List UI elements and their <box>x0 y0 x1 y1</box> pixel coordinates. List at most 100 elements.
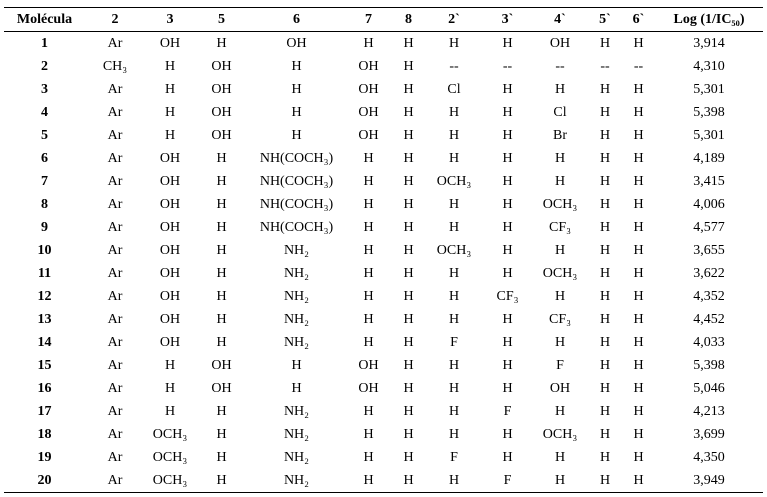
table-cell: H <box>216 288 227 304</box>
table-cell: H <box>633 242 644 258</box>
table-cell: H <box>502 81 513 97</box>
table-header: Molécula 2 3 5 6 7 8 2` 3` 4` 5` 6` Log (1/IC₅₀) <box>4 7 763 32</box>
table-cell: 5,046 <box>693 380 725 396</box>
table-cell: H <box>403 173 414 189</box>
table-cell: 4,006 <box>693 196 725 212</box>
table-cell: H <box>599 219 611 235</box>
table-cell: H <box>164 81 176 97</box>
table-cell: H <box>633 426 644 442</box>
table-cell: H <box>216 472 227 488</box>
table-cell: OH <box>159 219 181 235</box>
header-cell: Log (1/IC₅₀) <box>673 11 745 27</box>
table-cell: H <box>363 150 374 166</box>
page: Molécula 2 3 5 6 7 8 2` 3` 4` 5` 6` Log (1/IC₅₀) 1 Ar… <box>4 7 763 493</box>
table-cell: H <box>502 242 513 258</box>
table-cell: H <box>599 472 611 488</box>
table-cell: H <box>599 127 611 143</box>
table-cell: Ar <box>107 288 123 304</box>
table-cell: H <box>363 472 374 488</box>
table-cell: H <box>216 196 227 212</box>
table-cell: H <box>599 403 611 419</box>
table-row: 19 Ar OCH₃ H NH₂ H H F H H H H 4,350 <box>4 446 763 469</box>
molecule-id: 11 <box>37 265 52 281</box>
table-cell: H <box>403 311 414 327</box>
table-cell: Ar <box>107 150 123 166</box>
table-cell: OH <box>211 81 232 97</box>
table-cell: OH <box>159 196 181 212</box>
table-cell: H <box>554 150 566 166</box>
table-cell: NH(COCH₃) <box>259 196 334 212</box>
table-cell: OH <box>211 104 232 120</box>
table-cell: H <box>633 380 644 396</box>
table-row: 16 Ar H OH H OH H H H OH H H 5,046 <box>4 377 763 400</box>
table-cell: OH <box>358 81 379 97</box>
table-cell: H <box>363 288 374 304</box>
table-cell: -- <box>449 58 459 74</box>
table-cell: H <box>599 311 611 327</box>
table-cell: H <box>633 472 644 488</box>
header-cell: 6 <box>293 11 300 27</box>
table-cell: NH₂ <box>283 426 310 442</box>
table-cell: H <box>599 242 611 258</box>
table-cell: H <box>448 196 460 212</box>
table-cell: OH <box>211 127 232 143</box>
table-cell: Cl <box>553 104 567 120</box>
molecule-id: 6 <box>41 150 48 166</box>
table-cell: H <box>291 81 302 97</box>
table-cell: Ar <box>107 127 123 143</box>
table-cell: H <box>403 334 414 350</box>
table-cell: H <box>403 403 414 419</box>
table-cell: 5,301 <box>693 81 725 97</box>
table-cell: H <box>448 357 460 373</box>
table-cell: 4,352 <box>693 288 725 304</box>
table-cell: F <box>556 357 564 373</box>
table-cell: OH <box>549 380 571 396</box>
table-cell: H <box>403 357 414 373</box>
table-cell: 4,452 <box>693 311 725 327</box>
table-cell: H <box>502 311 513 327</box>
table-cell: H <box>599 150 611 166</box>
table-cell: H <box>599 265 611 281</box>
table-cell: H <box>216 242 227 258</box>
table-row: 8 Ar OH H NH(COCH₃) H H H H OCH₃ H H 4,006 <box>4 193 763 216</box>
table-cell: Ar <box>107 403 123 419</box>
table-cell: OH <box>159 311 181 327</box>
table-cell: H <box>502 219 513 235</box>
table-cell: H <box>554 242 566 258</box>
table-cell: H <box>363 173 374 189</box>
table-cell: H <box>216 173 227 189</box>
table-cell: Ar <box>107 472 123 488</box>
table-cell: H <box>216 265 227 281</box>
table-cell: F <box>450 334 458 350</box>
table-cell: H <box>633 403 644 419</box>
table-cell: H <box>448 403 460 419</box>
table-cell: Ar <box>107 449 123 465</box>
table-cell: H <box>599 449 611 465</box>
table-cell: H <box>363 242 374 258</box>
table-cell: H <box>502 449 513 465</box>
table-cell: F <box>450 449 458 465</box>
table-cell: H <box>363 265 374 281</box>
table-cell: H <box>599 288 611 304</box>
table-cell: H <box>599 380 611 396</box>
table-cell: H <box>403 35 414 51</box>
table-cell: H <box>403 150 414 166</box>
table-cell: H <box>291 104 302 120</box>
table-cell: OCH₃ <box>152 449 188 465</box>
table-cell: H <box>403 449 414 465</box>
table-cell: Ar <box>107 173 123 189</box>
table-cell: H <box>403 58 414 74</box>
molecule-id: 19 <box>37 449 52 465</box>
table-cell: H <box>216 35 227 51</box>
table-cell: NH₂ <box>283 311 310 327</box>
table-cell: OCH₃ <box>152 426 188 442</box>
table-cell: OH <box>211 357 232 373</box>
table-cell: OH <box>159 35 181 51</box>
table-cell: NH₂ <box>283 472 310 488</box>
table-body: 1 Ar OH H OH H H H H OH H H 3,914 2 CH₃ H OH H OH H -- -- -- --… <box>4 32 763 493</box>
table-row: 14 Ar OH H NH₂ H H F H H H H 4,033 <box>4 331 763 354</box>
table-cell: H <box>216 219 227 235</box>
molecule-id: 2 <box>41 58 48 74</box>
table-cell: H <box>448 472 460 488</box>
table-cell: Ar <box>107 196 123 212</box>
